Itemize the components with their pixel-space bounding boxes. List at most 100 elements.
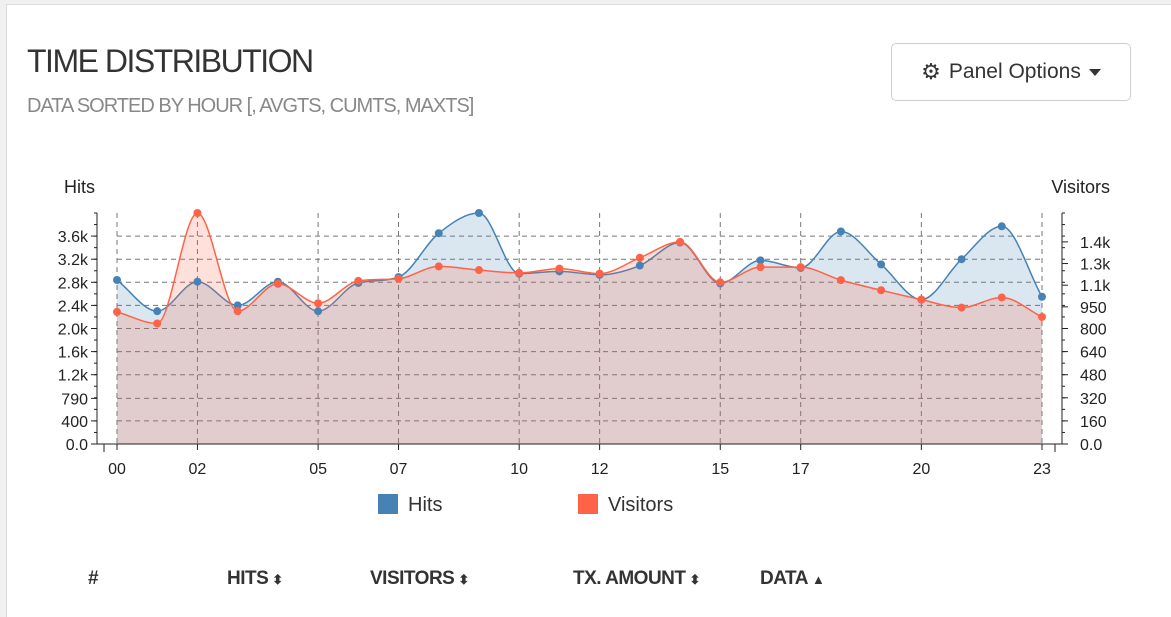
point-visitors: [595, 269, 604, 278]
x-tick-label: 20: [912, 461, 930, 478]
legend-swatch-visitors[interactable]: [578, 494, 598, 514]
y-left-axis-label: Hits: [64, 177, 95, 197]
x-tick-label: 07: [390, 461, 408, 478]
y-left-tick-label: 3.2k: [58, 252, 89, 269]
y-right-tick-label: 1.4k: [1080, 235, 1111, 252]
y-right-tick-label: 1.3k: [1080, 257, 1111, 274]
area-hits: [117, 213, 1042, 444]
y-left-tick-label: 400: [61, 414, 88, 431]
y-right-tick-label: 640: [1080, 345, 1107, 362]
point-visitors: [193, 209, 202, 217]
y-left-tick-label: 2.8k: [58, 275, 89, 292]
point-visitors: [555, 264, 564, 273]
table-header-visitors[interactable]: VISITORS ⬍: [370, 568, 469, 590]
y-right-tick-label: 950: [1080, 300, 1107, 317]
caret-down-icon: [1088, 68, 1101, 76]
chart-points: [113, 209, 1046, 328]
point-hits: [635, 261, 644, 270]
point-visitors: [394, 274, 403, 283]
x-tick-label: 10: [510, 461, 528, 478]
header-label-data: DATA: [760, 568, 808, 589]
y-left-tick-label: 790: [61, 391, 88, 408]
area-visitors: [117, 213, 1042, 444]
point-hits: [957, 255, 966, 264]
panel-options-label: Panel Options: [948, 60, 1081, 83]
point-visitors: [314, 299, 323, 308]
point-visitors: [354, 276, 363, 285]
point-visitors: [474, 266, 483, 275]
point-hits: [877, 260, 886, 269]
x-tick-label: 05: [309, 461, 327, 478]
point-visitors: [676, 237, 685, 246]
chart-axes: 0.0 400 790 1.2k 1.6k 2.0k 2.4k 2.8k 3.2k 3.6k 0.0…: [58, 212, 1111, 478]
y-left-tick-label: 2.0k: [58, 322, 89, 339]
y-left-tick-label: 2.4k: [58, 298, 89, 315]
panel-subtitle: DATA SORTED BY HOUR [, AVGTS, CUMTS, MAX…: [27, 95, 474, 117]
header-label-visitors: VISITORS: [370, 568, 455, 589]
point-hits: [113, 275, 121, 284]
header-label-index: #: [88, 568, 99, 589]
legend-label-visitors[interactable]: Visitors: [608, 494, 673, 516]
sort-icon: ⬍: [689, 572, 701, 587]
y-right-tick-label: 480: [1080, 368, 1107, 385]
y-left-tick-label: 3.6k: [58, 229, 89, 246]
point-visitors: [836, 276, 845, 285]
legend-label-hits[interactable]: Hits: [408, 494, 442, 516]
chart-areas: [116, 212, 1043, 444]
point-hits: [1038, 292, 1046, 301]
y-left-tick-label: 0.0: [66, 437, 88, 454]
point-visitors: [756, 263, 765, 272]
table-header-tx-amount[interactable]: TX. AMOUNT ⬍: [573, 568, 700, 590]
sort-icon: ⬍: [272, 572, 283, 587]
header-label-tx-amount: TX. AMOUNT: [573, 568, 686, 589]
point-visitors: [515, 268, 524, 277]
point-hits: [756, 256, 765, 265]
y-left-tick-label: 1.6k: [58, 345, 89, 362]
header-label-hits: HITS: [227, 568, 269, 589]
sort-icon: ⬍: [458, 572, 469, 587]
y-right-tick-label: 320: [1080, 391, 1107, 408]
legend-swatch-hits[interactable]: [378, 494, 398, 514]
y-right-tick-label: 1.1k: [1080, 278, 1111, 295]
point-visitors: [113, 307, 121, 316]
chart-grid: [116, 213, 1043, 444]
legend: Hits Visitors: [378, 494, 673, 516]
x-tick-label: 23: [1033, 461, 1051, 478]
y-right-tick-label: 160: [1080, 414, 1107, 431]
point-visitors: [434, 262, 443, 271]
y-left-tick-label: 1.2k: [58, 368, 89, 385]
gear-icon: ⚙: [921, 59, 941, 84]
point-visitors: [635, 253, 644, 262]
point-hits: [153, 307, 162, 316]
table-header-hits[interactable]: HITS ⬍: [227, 568, 283, 590]
sort-asc-icon: ▲: [811, 572, 825, 587]
point-hits: [233, 301, 242, 310]
point-visitors: [997, 293, 1006, 302]
y-right-axis-label: Visitors: [1051, 177, 1110, 197]
point-visitors: [153, 319, 162, 328]
time-distribution-panel: TIME DISTRIBUTION DATA SORTED BY HOUR [,…: [6, 4, 1171, 617]
table-header-index[interactable]: #: [88, 568, 99, 590]
point-hits: [474, 209, 483, 217]
x-tick-label: 02: [189, 461, 207, 478]
point-visitors: [796, 263, 805, 272]
panel-title: TIME DISTRIBUTION: [27, 43, 314, 79]
point-visitors: [957, 303, 966, 312]
point-hits: [997, 222, 1006, 231]
point-visitors: [233, 307, 242, 316]
point-hits: [434, 229, 443, 238]
table-header-data[interactable]: DATA ▲: [760, 568, 825, 590]
point-visitors: [877, 286, 886, 295]
point-visitors: [716, 278, 725, 287]
x-tick-label: 17: [792, 461, 810, 478]
y-right-tick-label: 0.0: [1080, 437, 1102, 454]
y-right-tick-label: 800: [1080, 322, 1107, 339]
point-hits: [193, 277, 202, 286]
x-tick-label: 15: [711, 461, 729, 478]
point-hits: [314, 307, 323, 316]
panel-options-button[interactable]: ⚙ Panel Options: [891, 43, 1131, 101]
x-tick-label: 00: [108, 461, 126, 478]
point-visitors: [1038, 312, 1046, 321]
point-visitors: [273, 279, 282, 288]
